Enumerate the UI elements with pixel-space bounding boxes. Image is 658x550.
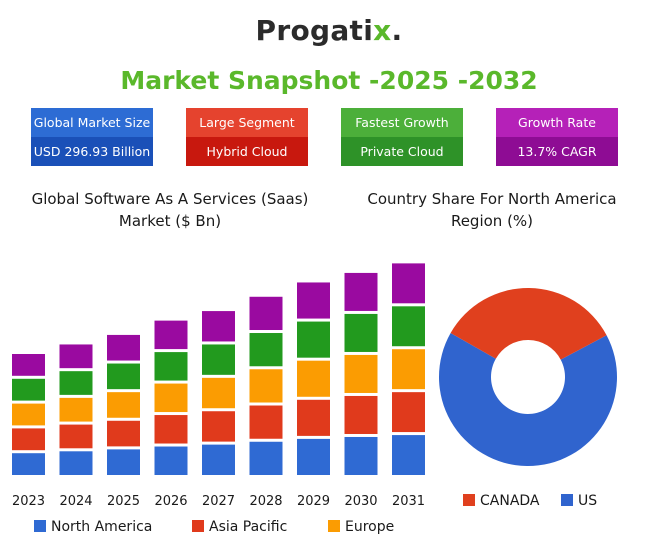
bar-segment-2024-3 xyxy=(59,397,93,422)
bar-segment-2030-1 xyxy=(344,436,378,475)
bar-segment-2026-4 xyxy=(154,352,188,381)
x-tick-label: 2027 xyxy=(202,494,235,509)
legend-label: Europe xyxy=(345,519,395,535)
card-growth-rate: Growth Rate 13.7% CAGR xyxy=(496,108,618,166)
bar-segment-2028-2 xyxy=(249,405,283,439)
bar-segment-2031-3 xyxy=(392,349,425,390)
legend-swatch xyxy=(561,494,573,506)
bar-segment-2029-3 xyxy=(297,360,330,397)
bar-segment-2027-3 xyxy=(202,377,235,409)
legend-label: Asia Pacific xyxy=(209,519,288,535)
x-tick-label: 2023 xyxy=(12,494,45,509)
bar-segment-2026-2 xyxy=(154,415,188,444)
donut-slice-canada xyxy=(450,287,607,360)
bar-segment-2025-4 xyxy=(107,363,140,390)
x-tick-label: 2028 xyxy=(249,494,282,509)
logo-dot: . xyxy=(391,14,403,47)
legend-label: US xyxy=(578,493,598,509)
legend-north-america: North America xyxy=(34,519,152,535)
donut-chart-title-line2: Region (%) xyxy=(450,212,534,230)
bar-segment-2029-2 xyxy=(297,399,330,436)
donut-chart-title-line1: Country Share For North America xyxy=(367,190,617,208)
bar-segment-2028-3 xyxy=(249,369,283,403)
card-label: Fastest Growth xyxy=(341,108,463,137)
legend-swatch xyxy=(328,520,340,532)
legend-swatch xyxy=(463,494,475,506)
legend-swatch xyxy=(34,520,46,532)
bar-segment-2023-5 xyxy=(12,354,45,376)
bar-segment-2030-2 xyxy=(344,395,378,434)
legend-europe: Europe xyxy=(328,519,394,535)
bar-segment-2025-2 xyxy=(107,420,140,447)
x-tick-label: 2025 xyxy=(107,494,140,509)
card-value: Hybrid Cloud xyxy=(186,137,308,166)
donut-chart xyxy=(439,287,617,466)
bar-segment-2023-2 xyxy=(12,428,45,451)
legend-us: US xyxy=(561,493,597,509)
card-value: Private Cloud xyxy=(341,137,463,166)
bar-segment-2029-4 xyxy=(297,321,330,358)
bar-segment-2026-3 xyxy=(154,383,188,413)
brand-logo: Progatix. xyxy=(0,14,658,47)
card-global-market-size: Global Market Size USD 296.93 Billion xyxy=(31,108,153,166)
bar-segment-2023-4 xyxy=(12,378,45,401)
card-label: Growth Rate xyxy=(496,108,618,137)
logo-text: Progati xyxy=(255,14,374,47)
legend-label: CANADA xyxy=(480,493,540,509)
bar-chart-title: Global Software As A Services (Saas) Mar… xyxy=(10,188,330,232)
bar-segment-2029-5 xyxy=(297,282,330,319)
legend-canada: CANADA xyxy=(463,493,540,509)
legend-swatch xyxy=(192,520,204,532)
bar-segment-2027-1 xyxy=(202,444,235,475)
bar-segment-2027-5 xyxy=(202,311,235,342)
logo-x-mark: x xyxy=(373,14,392,47)
bar-segment-2024-2 xyxy=(59,424,93,449)
bar-segment-2025-1 xyxy=(107,449,140,475)
bar-segment-2031-2 xyxy=(392,392,425,433)
page-headline: Market Snapshot -2025 -2032 xyxy=(120,66,538,95)
x-tick-label: 2026 xyxy=(154,494,187,509)
bar-chart-title-line2: Market ($ Bn) xyxy=(118,212,222,230)
bar-segment-2023-1 xyxy=(12,453,45,475)
bar-segment-2028-1 xyxy=(249,441,283,475)
stacked-bar-chart: 2023 2024 2025 2026 2027 2028 2029 2030 2031 xyxy=(12,263,425,509)
bar-segment-2024-5 xyxy=(59,344,93,369)
bar-segment-2031-1 xyxy=(392,435,425,475)
bar-chart-title-line1: Global Software As A Services (Saas) xyxy=(31,190,309,208)
card-large-segment: Large Segment Hybrid Cloud xyxy=(186,108,308,166)
legend-asia-pacific: Asia Pacific xyxy=(192,519,287,535)
bar-segment-2024-1 xyxy=(59,451,93,475)
bar-segment-2026-5 xyxy=(154,320,188,350)
bar-segment-2026-1 xyxy=(154,446,188,475)
bar-segment-2031-4 xyxy=(392,306,425,347)
bar-segment-2029-1 xyxy=(297,438,330,475)
card-value: USD 296.93 Billion xyxy=(31,137,153,166)
bar-segment-2030-3 xyxy=(344,354,378,393)
bar-segment-2028-5 xyxy=(249,296,283,331)
x-tick-label: 2031 xyxy=(392,494,425,509)
bar-segment-2028-4 xyxy=(249,333,283,367)
donut-slice-us xyxy=(439,333,617,466)
x-tick-label: 2030 xyxy=(344,494,377,509)
card-fastest-growth: Fastest Growth Private Cloud xyxy=(341,108,463,166)
donut-chart-title: Country Share For North America Region (… xyxy=(338,188,646,232)
bar-segment-2031-5 xyxy=(392,263,425,304)
bar-segment-2030-4 xyxy=(344,313,378,352)
bar-segment-2024-4 xyxy=(59,371,93,395)
bar-segment-2025-5 xyxy=(107,334,140,361)
x-tick-label: 2024 xyxy=(59,494,92,509)
bar-segment-2027-4 xyxy=(202,344,235,375)
card-value: 13.7% CAGR xyxy=(496,137,618,166)
x-tick-label: 2029 xyxy=(297,494,330,509)
legend-label: North America xyxy=(51,519,153,535)
bar-segment-2030-5 xyxy=(344,272,378,311)
bar-segment-2023-3 xyxy=(12,403,45,426)
card-label: Large Segment xyxy=(186,108,308,137)
bar-segment-2027-2 xyxy=(202,411,235,442)
bar-segment-2025-3 xyxy=(107,392,140,418)
card-label: Global Market Size xyxy=(31,108,153,137)
